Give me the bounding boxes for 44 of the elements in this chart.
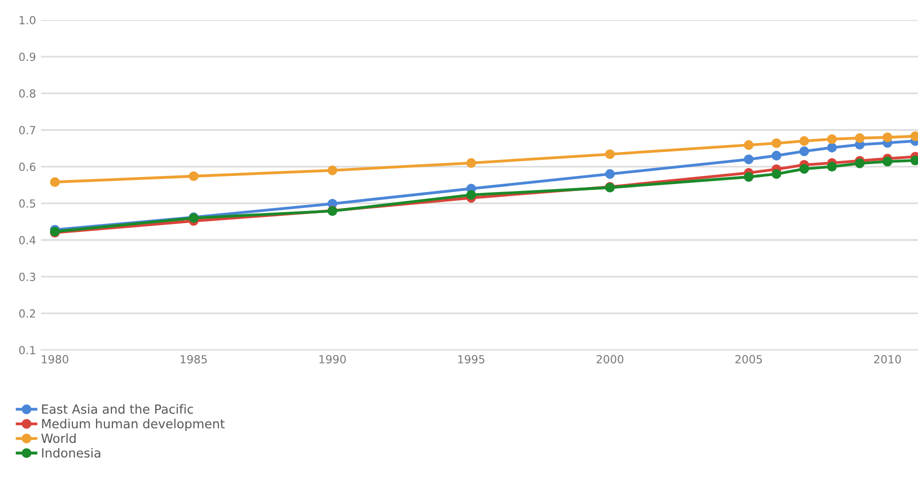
y-tick-label: 0.3 — [19, 272, 36, 282]
y-tick-label: 0.5 — [19, 199, 36, 208]
x-tick-label: 1980 — [42, 355, 68, 364]
x-tick-label: 1985 — [180, 355, 207, 364]
x-tick-label: 1990 — [319, 355, 346, 364]
y-tick-label: 0.6 — [19, 162, 36, 172]
x-tick-label: 2010 — [874, 355, 901, 364]
y-tick-label: 0.1 — [19, 346, 36, 354]
point — [50, 177, 60, 187]
y-tick-label: 0.7 — [19, 126, 36, 134]
x-tick-label: 1995 — [458, 355, 484, 364]
point — [799, 146, 810, 156]
point — [772, 138, 782, 148]
point — [882, 156, 892, 166]
point — [772, 169, 782, 179]
legend-label: East Asia and the Pacific — [42, 404, 193, 414]
point — [744, 172, 754, 182]
point — [188, 171, 199, 182]
point — [466, 158, 476, 168]
legend-label: Medium human development — [42, 418, 225, 431]
legend-label: Indonesia — [42, 448, 100, 458]
point — [744, 154, 754, 164]
point — [772, 150, 782, 161]
x-tick-label: 2000 — [596, 355, 624, 364]
point — [827, 142, 837, 152]
y-tick-label: 0.2 — [19, 309, 36, 318]
point — [827, 162, 837, 172]
point — [466, 190, 476, 200]
point — [605, 169, 615, 179]
x-tick-label: 2005 — [735, 355, 762, 364]
point — [799, 164, 810, 174]
point — [605, 149, 615, 160]
y-tick-label: 0.4 — [19, 236, 36, 244]
point — [854, 133, 865, 143]
legend-label: World — [41, 433, 76, 444]
point — [882, 132, 892, 142]
point — [744, 140, 754, 150]
point — [328, 165, 338, 176]
point — [854, 158, 865, 168]
y-tick-label: 0.8 — [19, 89, 36, 98]
point — [827, 134, 837, 144]
point — [799, 136, 810, 146]
y-tick-label: 1.0 — [20, 16, 36, 24]
y-tick-label: 0.9 — [19, 52, 36, 62]
